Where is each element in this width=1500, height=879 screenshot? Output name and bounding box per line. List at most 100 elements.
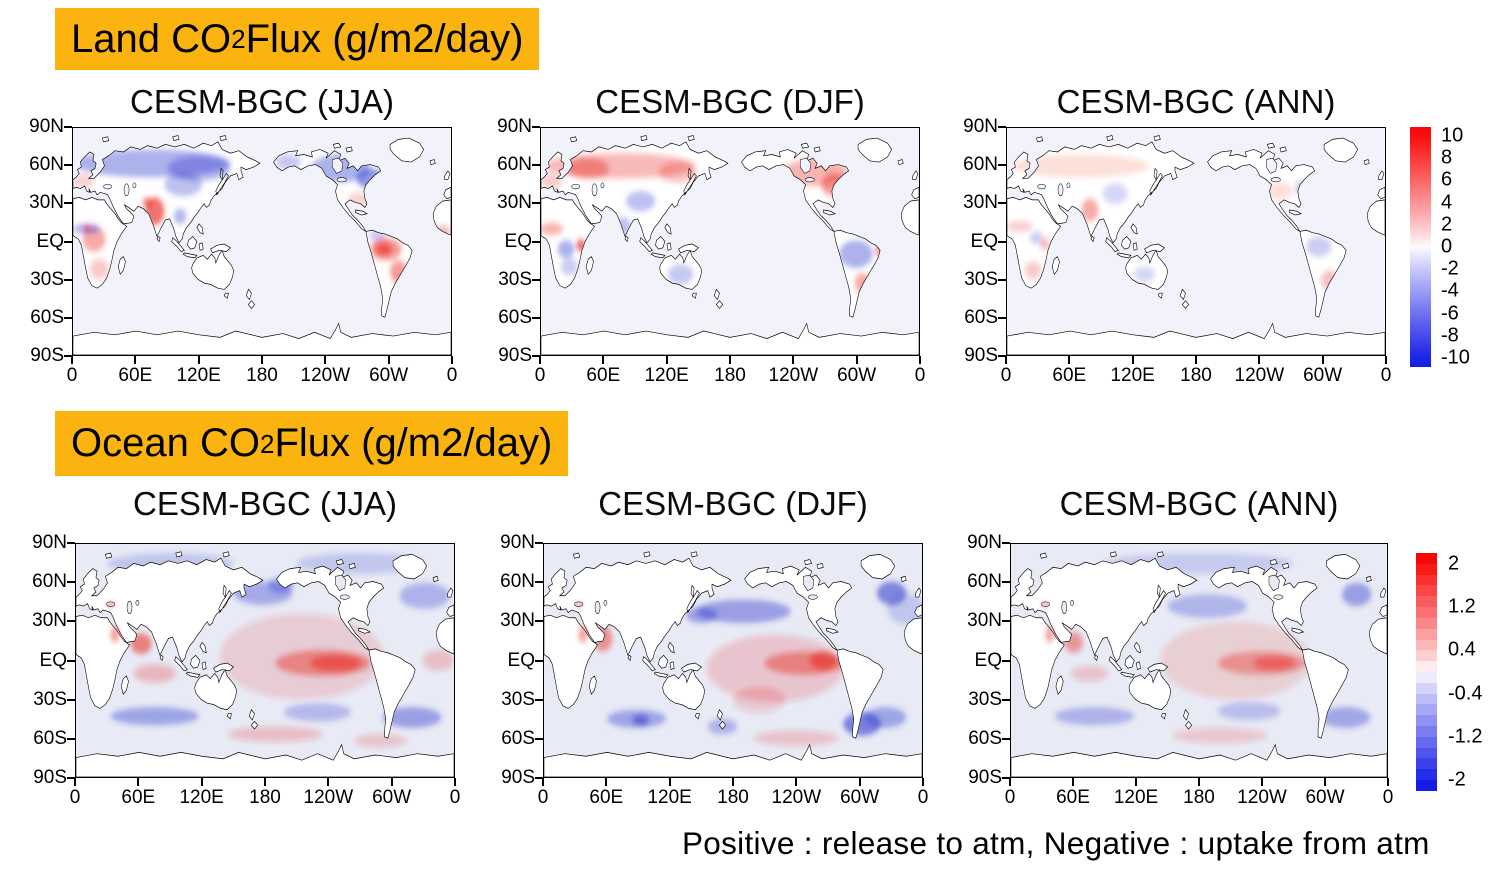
lon-tick-label: 120W bbox=[771, 787, 822, 808]
colorbar-band bbox=[1416, 628, 1437, 640]
lat-tick-label: 90N bbox=[29, 116, 64, 137]
colorbar-tick-label: 1.2 bbox=[1448, 595, 1476, 618]
lat-tick-mark bbox=[535, 659, 543, 662]
colorbar-band bbox=[1416, 585, 1437, 597]
colorbar-band bbox=[1416, 617, 1437, 629]
ocean-header-text: Ocean CO bbox=[71, 421, 260, 465]
lat-tick-mark bbox=[535, 542, 543, 544]
flux-anomaly bbox=[354, 734, 407, 748]
lat-tick-label: 90N bbox=[963, 116, 998, 137]
lat-tick-label: 60N bbox=[967, 571, 1002, 593]
lat-tick-mark bbox=[67, 737, 75, 740]
colorbar-tick-label: -6 bbox=[1441, 302, 1459, 325]
lat-tick-label: EQ bbox=[504, 230, 532, 252]
map-panel-land-djf bbox=[540, 127, 920, 356]
lon-tick-label: 0 bbox=[914, 365, 926, 386]
panel-title: CESM-BGC (ANN) bbox=[1056, 83, 1336, 120]
panel-title: CESM-BGC (JJA) bbox=[133, 485, 397, 522]
lat-tick-label: 90S bbox=[968, 767, 1002, 788]
flux-anomaly bbox=[110, 626, 120, 643]
flux-anomaly bbox=[626, 191, 656, 212]
lat-tick-label: 30S bbox=[498, 268, 532, 290]
map-panel-land-jja bbox=[72, 127, 452, 356]
colorbar-band bbox=[1416, 607, 1437, 618]
lon-tick-label: 120W bbox=[303, 787, 354, 808]
lon-tick-mark bbox=[919, 356, 921, 364]
flux-anomaly bbox=[1041, 602, 1050, 608]
lat-tick-label: 30S bbox=[968, 688, 1002, 710]
lon-tick-label: 0 bbox=[1382, 787, 1394, 808]
lat-tick-label: EQ bbox=[970, 230, 998, 252]
flux-anomaly bbox=[1253, 656, 1296, 670]
lon-tick-label: 0 bbox=[1380, 365, 1392, 386]
lon-tick-label: 0 bbox=[69, 787, 81, 808]
colorbar-tick-label: -2 bbox=[1441, 257, 1459, 280]
flux-anomaly bbox=[574, 602, 583, 608]
lon-tick-mark bbox=[71, 356, 73, 364]
flux-anomaly bbox=[89, 259, 109, 280]
lon-tick-label: 120W bbox=[300, 365, 351, 386]
colorbar-tick-label: -1.2 bbox=[1448, 725, 1483, 748]
lat-tick-mark bbox=[532, 240, 540, 243]
lon-tick-mark bbox=[324, 356, 327, 364]
lat-tick-mark bbox=[1002, 542, 1010, 544]
lon-tick-mark bbox=[200, 778, 203, 786]
world-map-svg bbox=[73, 128, 451, 355]
lon-tick-label: 0 bbox=[534, 365, 546, 386]
lon-tick-mark bbox=[1005, 356, 1007, 364]
colorbar-tick-label: 6 bbox=[1441, 168, 1453, 191]
flux-anomaly bbox=[1007, 221, 1033, 232]
lat-tick-mark bbox=[998, 278, 1006, 281]
lon-tick-label: 60W bbox=[837, 365, 877, 386]
colorbar-tick-label: -4 bbox=[1441, 279, 1459, 302]
flux-anomaly bbox=[754, 730, 838, 746]
flux-anomaly bbox=[560, 257, 578, 276]
lon-tick-label: 180 bbox=[1180, 365, 1212, 386]
lat-tick-label: 30N bbox=[497, 192, 532, 214]
lon-tick-label: 120W bbox=[768, 365, 819, 386]
lat-tick-mark bbox=[532, 278, 540, 281]
lat-tick-mark bbox=[64, 164, 72, 167]
lat-tick-label: 90N bbox=[967, 532, 1002, 553]
flux-anomaly bbox=[1172, 727, 1267, 744]
lat-tick-mark bbox=[1002, 581, 1010, 584]
ocean-section-header: Ocean CO 2 Flux (g/m2/day) bbox=[55, 411, 569, 476]
lat-tick-mark bbox=[535, 737, 543, 740]
flux-anomaly bbox=[668, 264, 694, 285]
lat-tick-label: 60N bbox=[29, 154, 64, 176]
lat-tick-label: 60N bbox=[497, 154, 532, 176]
world-map-svg bbox=[76, 544, 454, 777]
colorbar-band bbox=[1416, 715, 1437, 726]
lat-tick-mark bbox=[532, 202, 540, 205]
lon-tick-mark bbox=[261, 356, 263, 364]
panel-title: CESM-BGC (JJA) bbox=[130, 83, 394, 120]
lat-tick-label: 60N bbox=[963, 154, 998, 176]
lat-tick-mark bbox=[535, 620, 543, 623]
lon-tick-label: 0 bbox=[1000, 365, 1012, 386]
colorbar-band bbox=[1416, 704, 1437, 716]
colorbar-band bbox=[1416, 650, 1437, 662]
lon-tick-label: 60E bbox=[121, 787, 156, 808]
flux-anomaly bbox=[375, 242, 393, 256]
lon-tick-mark bbox=[451, 356, 453, 364]
lat-tick-label: 60N bbox=[32, 571, 67, 593]
lat-tick-label: 90S bbox=[964, 345, 998, 366]
lat-tick-mark bbox=[532, 316, 540, 319]
flux-anomaly bbox=[283, 703, 352, 722]
flux-anomaly bbox=[1320, 707, 1371, 728]
lon-tick-label: 180 bbox=[714, 365, 746, 386]
lon-tick-label: 180 bbox=[249, 787, 281, 808]
flux-anomaly bbox=[887, 593, 922, 625]
lon-tick-label: 180 bbox=[246, 365, 278, 386]
colorbar-tick-label: -2 bbox=[1448, 768, 1466, 791]
lon-tick-label: 120E bbox=[1113, 787, 1159, 808]
lon-tick-mark bbox=[792, 356, 795, 364]
map-panel-ocean-djf bbox=[543, 543, 923, 778]
world-map-svg bbox=[1011, 544, 1387, 777]
lon-tick-mark bbox=[795, 778, 798, 786]
lon-tick-mark bbox=[454, 778, 456, 786]
lon-tick-mark bbox=[74, 778, 76, 786]
colorbar-tick-label: -0.4 bbox=[1448, 682, 1483, 705]
lat-tick-label: 90S bbox=[33, 767, 67, 788]
colorbar-band bbox=[1416, 574, 1437, 586]
